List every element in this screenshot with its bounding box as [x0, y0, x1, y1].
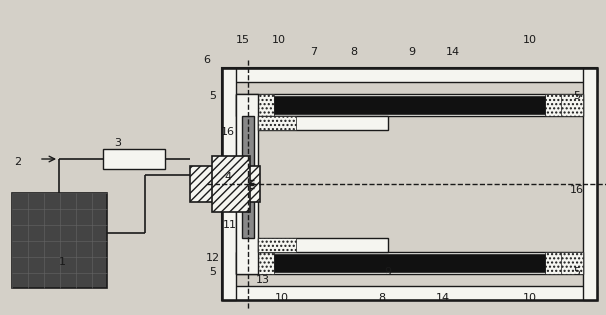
Bar	[258, 116, 388, 130]
Bar	[258, 238, 388, 252]
Bar	[236, 94, 583, 116]
Bar	[12, 193, 107, 288]
Text: 15: 15	[236, 35, 250, 45]
Bar	[103, 149, 165, 169]
Bar	[222, 68, 597, 300]
Bar	[236, 94, 258, 274]
Bar	[236, 94, 274, 116]
Text: 2: 2	[15, 157, 22, 167]
Bar	[545, 252, 583, 274]
Bar	[212, 156, 250, 212]
Bar	[222, 68, 597, 82]
Text: 10: 10	[523, 35, 537, 45]
Bar	[222, 68, 236, 300]
Bar	[222, 286, 597, 300]
Bar	[258, 238, 296, 252]
Text: 12: 12	[206, 253, 220, 263]
Text: 3: 3	[115, 138, 121, 148]
Text: 9: 9	[384, 267, 391, 277]
Text: 14: 14	[436, 293, 450, 303]
Text: 14: 14	[446, 47, 460, 57]
Text: 11: 11	[223, 220, 237, 230]
Bar	[242, 116, 254, 238]
Text: 9: 9	[408, 47, 416, 57]
Bar	[545, 94, 583, 116]
Text: 5: 5	[573, 91, 581, 101]
Text: 4: 4	[224, 172, 231, 182]
Bar	[236, 252, 583, 274]
Bar	[274, 96, 545, 114]
Text: 5: 5	[573, 267, 581, 277]
Text: 16: 16	[570, 185, 584, 195]
Text: 10: 10	[275, 293, 289, 303]
Bar	[236, 252, 274, 274]
Bar	[258, 116, 296, 130]
Bar	[583, 68, 597, 300]
Bar	[222, 68, 597, 300]
Bar	[561, 94, 583, 116]
Bar	[190, 166, 260, 202]
Text: 8: 8	[350, 47, 358, 57]
Text: 10: 10	[272, 35, 286, 45]
Text: 6: 6	[204, 55, 210, 65]
Bar	[274, 254, 545, 272]
Text: 1: 1	[59, 257, 65, 267]
Text: 10: 10	[523, 293, 537, 303]
Bar	[561, 252, 583, 274]
Text: 5: 5	[210, 91, 216, 101]
Text: 7: 7	[310, 47, 318, 57]
Text: 8: 8	[378, 293, 385, 303]
Text: 5: 5	[210, 267, 216, 277]
Text: 16: 16	[221, 127, 235, 137]
Text: 13: 13	[256, 275, 270, 285]
